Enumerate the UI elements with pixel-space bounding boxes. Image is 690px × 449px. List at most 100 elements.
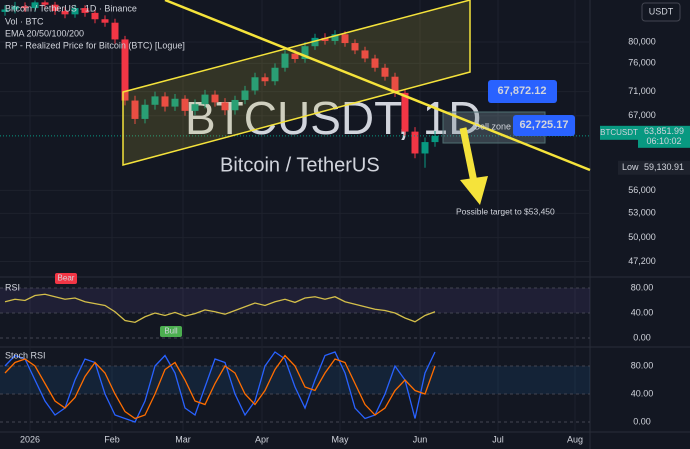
low-price-label: 59,130.91 <box>644 162 684 172</box>
candle-body <box>401 92 409 132</box>
candle-body <box>381 67 389 77</box>
band <box>0 288 590 313</box>
indicator-label: Vol · BTC <box>5 16 44 26</box>
trend-line <box>164 0 591 172</box>
price-axis-bg <box>590 0 690 449</box>
candle-body <box>51 4 59 11</box>
candle-body <box>91 12 99 20</box>
watermark: Bitcoin / TetherUS <box>220 154 380 176</box>
y-tick-label: 50,000 <box>628 232 656 242</box>
last-price-symbol: BTCUSDT <box>600 128 638 137</box>
x-tick-label: 2026 <box>20 434 40 444</box>
y-tick-label: 80,000 <box>628 36 656 46</box>
annotation: Sell zone <box>474 121 511 131</box>
bull-label: Bull <box>164 327 178 336</box>
candle-body <box>21 6 29 9</box>
y-tick-label: 76,000 <box>628 58 656 68</box>
candle-body <box>321 37 329 41</box>
y-tick-label: 40.00 <box>631 307 654 317</box>
candle-body <box>431 135 439 143</box>
candle-body <box>161 96 169 107</box>
series-line <box>4 293 436 324</box>
candle-body <box>151 96 159 105</box>
last-price-box <box>600 125 638 140</box>
candle-body <box>171 98 179 107</box>
series-line <box>4 351 436 423</box>
candle-body <box>131 100 139 119</box>
callout-label: 67,872.12 <box>498 85 547 97</box>
candle-body <box>311 37 319 47</box>
candle-body <box>221 102 229 111</box>
target-arrow <box>459 127 478 183</box>
bear-box <box>55 273 77 284</box>
candle-body <box>191 104 199 111</box>
y-tick-label: 71,000 <box>628 86 656 96</box>
y-tick-label: 47,200 <box>628 256 656 266</box>
y-tick-label: 67,000 <box>628 110 656 120</box>
candle-body <box>251 77 259 91</box>
pane-title: Stoch RSI <box>5 350 46 360</box>
bear-label: Bear <box>58 274 75 283</box>
y-tick-label: 0.00 <box>633 332 651 342</box>
candle-body <box>301 46 309 60</box>
y-tick-label: 0.00 <box>633 416 651 426</box>
currency-button[interactable] <box>641 2 681 22</box>
candle-body <box>341 34 349 44</box>
series-line <box>4 354 436 420</box>
candle-body <box>231 99 239 111</box>
callout-box <box>488 80 557 103</box>
annotation: Possible target to $53,450 <box>456 206 555 216</box>
x-tick-label: Jun <box>413 434 428 444</box>
x-tick-label: Aug <box>567 434 583 444</box>
candle-body <box>101 19 109 23</box>
candle-body <box>41 2 49 5</box>
y-tick-label: 53,000 <box>628 208 656 218</box>
candle-body <box>351 43 359 51</box>
y-tick-label: 80.00 <box>631 282 654 292</box>
countdown: 06:10:02 <box>646 136 681 146</box>
low-label: Low <box>622 162 639 172</box>
candle-body <box>81 8 89 13</box>
target-arrow-head <box>460 176 488 205</box>
low-box <box>618 160 690 175</box>
candle-body <box>31 2 39 9</box>
last-price-label: 63,851.99 <box>644 126 684 136</box>
candle-body <box>261 77 269 82</box>
pane-title: RSI <box>5 282 20 292</box>
last-price-box <box>638 125 690 148</box>
candle-body <box>121 39 129 101</box>
candle-body <box>361 50 369 59</box>
candle-body <box>421 142 429 154</box>
band <box>0 365 590 395</box>
candle-body <box>71 8 79 15</box>
candle-body <box>391 76 399 93</box>
x-tick-label: May <box>331 434 349 444</box>
y-tick-label: 40.00 <box>631 388 654 398</box>
candle-body <box>371 58 379 68</box>
y-tick-label: 56,000 <box>628 185 656 195</box>
candle-body <box>11 6 19 10</box>
candle-body <box>281 53 289 68</box>
x-tick-label: Apr <box>255 434 269 444</box>
chart-title: Bitcoin / TetherUS · 1D · Binance <box>5 3 137 13</box>
candle-body <box>241 90 249 100</box>
y-tick-label: 80.00 <box>631 360 654 370</box>
x-tick-label: Mar <box>175 434 191 444</box>
channel <box>122 0 471 166</box>
candle-body <box>181 98 189 111</box>
x-tick-label: Feb <box>104 434 120 444</box>
candle-body <box>411 131 419 154</box>
candle-body <box>331 34 339 41</box>
x-tick-label: Jul <box>492 434 504 444</box>
candle-body <box>1 9 9 12</box>
currency-label: USDT <box>649 6 674 16</box>
candle-body <box>61 10 69 15</box>
callout-label: 62,725.17 <box>520 119 569 131</box>
candle-body <box>211 94 219 103</box>
candle-body <box>291 53 299 60</box>
candle-body <box>111 22 119 40</box>
candle-body <box>271 67 279 82</box>
candle-body <box>201 94 209 105</box>
